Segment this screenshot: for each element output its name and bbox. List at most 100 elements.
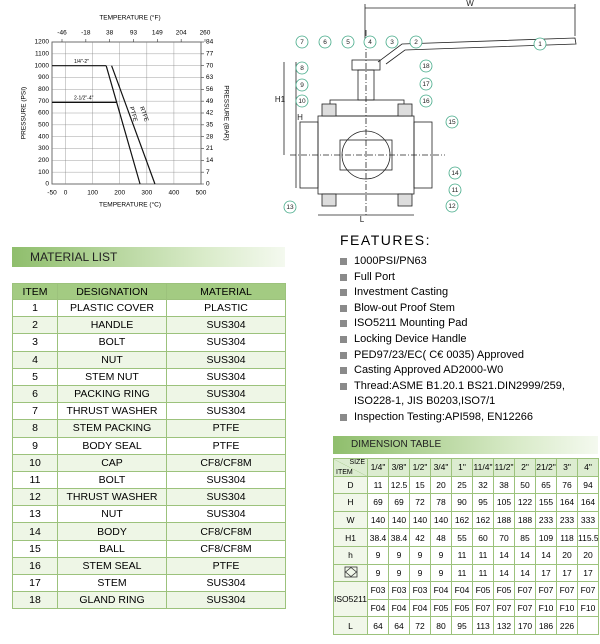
table-cell: 155 [535, 493, 557, 512]
table-cell: 333 [577, 510, 599, 530]
size-header: 11/2" [493, 458, 515, 477]
table-cell: 70 [493, 528, 515, 547]
y2-tick-label: 84 [206, 39, 214, 46]
table-cell: STEM SEAL [57, 556, 167, 576]
size-header: 4" [577, 458, 599, 477]
size-header: 1/2" [409, 458, 431, 477]
callout-circle [318, 35, 332, 49]
table-cell: F04 [430, 581, 452, 600]
table-cell: 60 [472, 528, 494, 547]
table-cell: 5 [12, 367, 58, 386]
table-cell: 17 [535, 563, 557, 583]
row-label: H [333, 493, 368, 512]
bolt [397, 103, 413, 117]
table-cell: THRUST WASHER [57, 488, 167, 507]
y-tick-label: 200 [38, 157, 49, 164]
table-cell: 9 [388, 545, 410, 565]
table-cell: 11 [451, 545, 473, 565]
table-cell: 11 [451, 563, 473, 583]
callout-number: 12 [448, 203, 456, 210]
table-cell: 188 [493, 510, 515, 530]
table-cell: F10 [577, 598, 599, 618]
table-cell: CAP [57, 453, 167, 472]
table-cell: 188 [514, 510, 536, 530]
callout-number: 8 [300, 65, 304, 72]
top-tick-label: 204 [176, 30, 187, 37]
y-tick-label: 900 [38, 74, 49, 81]
corner-cell: SIZE ITEM [333, 458, 368, 477]
features: FEATURES: 1000PSI/PN63 Full Port Investmen… [340, 232, 598, 426]
table-cell: 9 [430, 563, 452, 583]
callout-circle [295, 94, 309, 108]
top-tick-label: 260 [200, 30, 211, 37]
table-cell: 9 [12, 436, 58, 455]
table-cell: F04 [367, 598, 389, 618]
table-cell: 8 [12, 419, 58, 438]
y-tick-label: 600 [38, 110, 49, 117]
table-cell: 20 [430, 475, 452, 495]
table-cell: F07 [514, 598, 536, 618]
table-cell: 11 [472, 545, 494, 565]
y-tick-label: 400 [38, 133, 49, 140]
table-cell: PLASTIC [166, 298, 286, 318]
callout-number: 4 [368, 39, 372, 46]
table-row: 3 BOLT SUS304 [12, 333, 286, 352]
table-cell: 4 [12, 350, 58, 369]
size-header: 21/2" [535, 458, 557, 477]
table-cell: SUS304 [166, 488, 286, 507]
table-cell: 113 [472, 616, 494, 635]
table-cell: STEM [57, 573, 167, 593]
table-row: 12 THRUST WASHER SUS304 [12, 488, 286, 507]
table-row: 13 NUT SUS304 [12, 505, 286, 524]
table-cell: 80 [430, 616, 452, 635]
dimension-label: H [297, 113, 303, 122]
callout-number: 15 [448, 119, 456, 126]
bottom-axis-title: TEMPERATURE (°C) [99, 201, 161, 209]
callout-number: 3 [390, 39, 394, 46]
table-cell: F04 [409, 598, 431, 618]
table-cell: 164 [556, 493, 578, 512]
table-row: F04 F04 F04 F05 F05 F07 F07 F07 F10 F10 F10 [334, 598, 599, 618]
table-cell: 42 [409, 528, 431, 547]
table-cell: 18 [12, 591, 58, 610]
table-cell: 132 [493, 616, 515, 635]
table-cell: 140 [409, 510, 431, 530]
header-row: ITEM DESIGNATION MATERIAL [12, 283, 286, 300]
feature-item: Thread:ASME B1.20.1 BS21.DIN2999/259, IS… [340, 379, 598, 410]
table-row: W 140 140 140 140 162 162 188 188 233 233 333 [333, 510, 599, 530]
table-cell: 95 [451, 616, 473, 635]
y-tick-label: 1200 [35, 39, 50, 46]
table-row: 1 PLASTIC COVER PLASTIC [12, 298, 286, 318]
table-cell: BALL [57, 539, 167, 558]
table-cell: SUS304 [166, 402, 286, 421]
table-cell: 78 [430, 493, 452, 512]
table-cell: F10 [556, 598, 578, 618]
table-row: 15 BALL CF8/CF8M [12, 539, 286, 558]
table-cell: 38.4 [388, 528, 410, 547]
y-tick-label: 0 [45, 181, 49, 188]
table-cell: SUS304 [166, 350, 286, 369]
dimension-table: SIZE ITEM 1/4" 3/8" 1/2" 3/4" 1" 11/4" 11/2" 2" 21… [333, 458, 599, 635]
callout-number: 11 [452, 187, 459, 194]
material-list-title: MATERIAL LIST [12, 247, 285, 267]
corner-bottom: ITEM [336, 468, 353, 476]
table-cell: BODY [57, 522, 167, 541]
callout-number: 1 [538, 41, 542, 48]
table-cell: 9 [430, 545, 452, 565]
table-cell: 12.5 [388, 475, 410, 495]
table-row: 7 THRUST WASHER SUS304 [12, 402, 286, 421]
table-row: 16 STEM SEAL PTFE [12, 556, 286, 576]
dimension-label: L [360, 215, 365, 224]
top-tick-label: 93 [130, 30, 138, 37]
table-cell: HANDLE [57, 316, 167, 335]
table-cell: 140 [367, 510, 389, 530]
table-cell: 32 [472, 475, 494, 495]
table-cell: 17 [556, 563, 578, 583]
callout-circle [363, 35, 377, 49]
x-tick-label: 200 [114, 190, 125, 197]
y-tick-label: 300 [38, 145, 49, 152]
table-cell: CF8/CF8M [166, 522, 286, 541]
top-tick-label: 38 [106, 30, 114, 37]
callout-circle [295, 78, 309, 92]
